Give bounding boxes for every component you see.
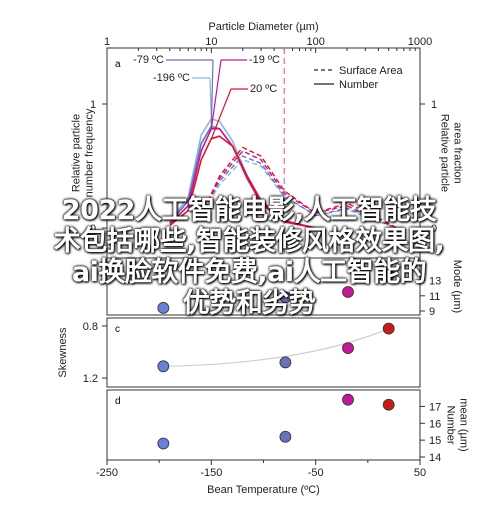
panel-b-axis-title-line-1: Mode (µm) — [451, 260, 463, 313]
top-axis-tick-label-10: 10 — [205, 36, 217, 48]
panel-c-letter: c — [115, 324, 120, 335]
panel-b-tick-label-13: 13 — [429, 276, 441, 288]
panel-a-letter: a — [115, 59, 121, 70]
panel-b-point-1 — [157, 302, 170, 314]
panel-b-tick-label-11: 11 — [429, 291, 440, 303]
right-axis-tick-label-1: 1 — [431, 99, 437, 111]
panel-d-point-2 — [279, 430, 292, 443]
right-axis-title-line-1: Relative particle — [439, 114, 451, 192]
panel-d-axis-title-line-1: Number — [445, 405, 457, 444]
series-1-label: -196 ºC — [153, 72, 190, 84]
overlay-caption-line-1: 2022人工智能电影,人工智能技 — [61, 195, 437, 226]
panel-d-point-4 — [382, 398, 395, 411]
panel-c-frame — [106, 317, 421, 388]
left-axis-tick-label-1: 1 — [90, 99, 96, 111]
series-2-label: -79 ºC — [133, 54, 164, 66]
right-axis-title-line-2: area fraction — [452, 122, 464, 183]
panel-c-tick-label-1.2: 1.2 — [83, 373, 98, 385]
x-axis-title: Bean Temperature (ºC) — [207, 484, 320, 496]
series-4-label-drop — [210, 88, 232, 139]
panel-c-axis-title-line-1: Skewness — [57, 327, 69, 378]
legend-label-2: Number — [339, 79, 378, 91]
x-axis-tick-label--50: -50 — [308, 467, 324, 479]
x-axis-tick-label--250: -250 — [96, 467, 118, 479]
overlay-caption-line-2: 术包括哪些,智能装修风格效果图, — [53, 226, 445, 257]
panel-c-point-1 — [157, 360, 170, 373]
panel-d-letter: d — [115, 396, 121, 407]
overlay-caption-line-4: 优势和劣势 — [182, 288, 316, 319]
left-axis-tick-label-0: 0 — [90, 223, 96, 235]
panel-d-point-3 — [342, 393, 354, 406]
left-axis-title-line-2: number frequency — [84, 108, 96, 197]
top-axis-tick-label-1: 1 — [104, 36, 110, 48]
series-2-label-drop — [210, 59, 214, 127]
right-axis-tick-label-0: 0 — [431, 223, 437, 235]
panel-d-tick-label-15: 15 — [429, 435, 441, 447]
series-4-number-curve — [169, 135, 316, 229]
panel-b-tick-label-9: 9 — [429, 306, 435, 318]
panel-c-point-4 — [382, 322, 395, 335]
x-axis-tick-label--150: -150 — [200, 467, 222, 479]
panel-c-point-3 — [342, 342, 354, 355]
series-1-surface-area-curve — [200, 159, 398, 229]
panel-b-point-3 — [342, 286, 354, 298]
panel-b-point-2 — [279, 291, 292, 304]
series-3-number-curve — [169, 128, 316, 229]
series-3-label-drop — [210, 59, 222, 129]
panel-b-point-4 — [382, 269, 395, 282]
panel-d-tick-label-14: 14 — [429, 452, 441, 464]
panel-c-trend-line — [163, 328, 389, 367]
top-axis-title: Particle Diameter (µm) — [208, 21, 318, 33]
series-4-label: 20 ºC — [250, 83, 277, 95]
top-axis-tick-label-100: 100 — [306, 36, 324, 48]
overlay-caption-line-3: ai换脸软件免费,ai人工智能的 — [71, 257, 427, 288]
panel-b-letter: b — [115, 264, 121, 275]
series-2-surface-area-curve — [200, 155, 398, 229]
panel-d-axis-title-line-2: mean (µm) — [458, 398, 470, 451]
series-3-label: -19 ºC — [249, 54, 280, 66]
x-axis-tick-label-50: 50 — [414, 467, 426, 479]
panel-c-tick-label-0.8: 0.8 — [83, 321, 98, 333]
panel-c-point-2 — [279, 356, 292, 369]
panel-d-tick-label-17: 17 — [429, 401, 441, 413]
legend-label-1: Surface Area — [339, 65, 403, 77]
top-axis-tick-label-1000: 1000 — [408, 36, 432, 48]
panel-d-point-1 — [157, 437, 170, 450]
left-axis-title-line-1: Relative particle — [71, 114, 83, 192]
panel-d-tick-label-16: 16 — [429, 418, 441, 430]
series-3-surface-area-curve — [200, 150, 398, 229]
panel-b-frame — [106, 257, 421, 316]
